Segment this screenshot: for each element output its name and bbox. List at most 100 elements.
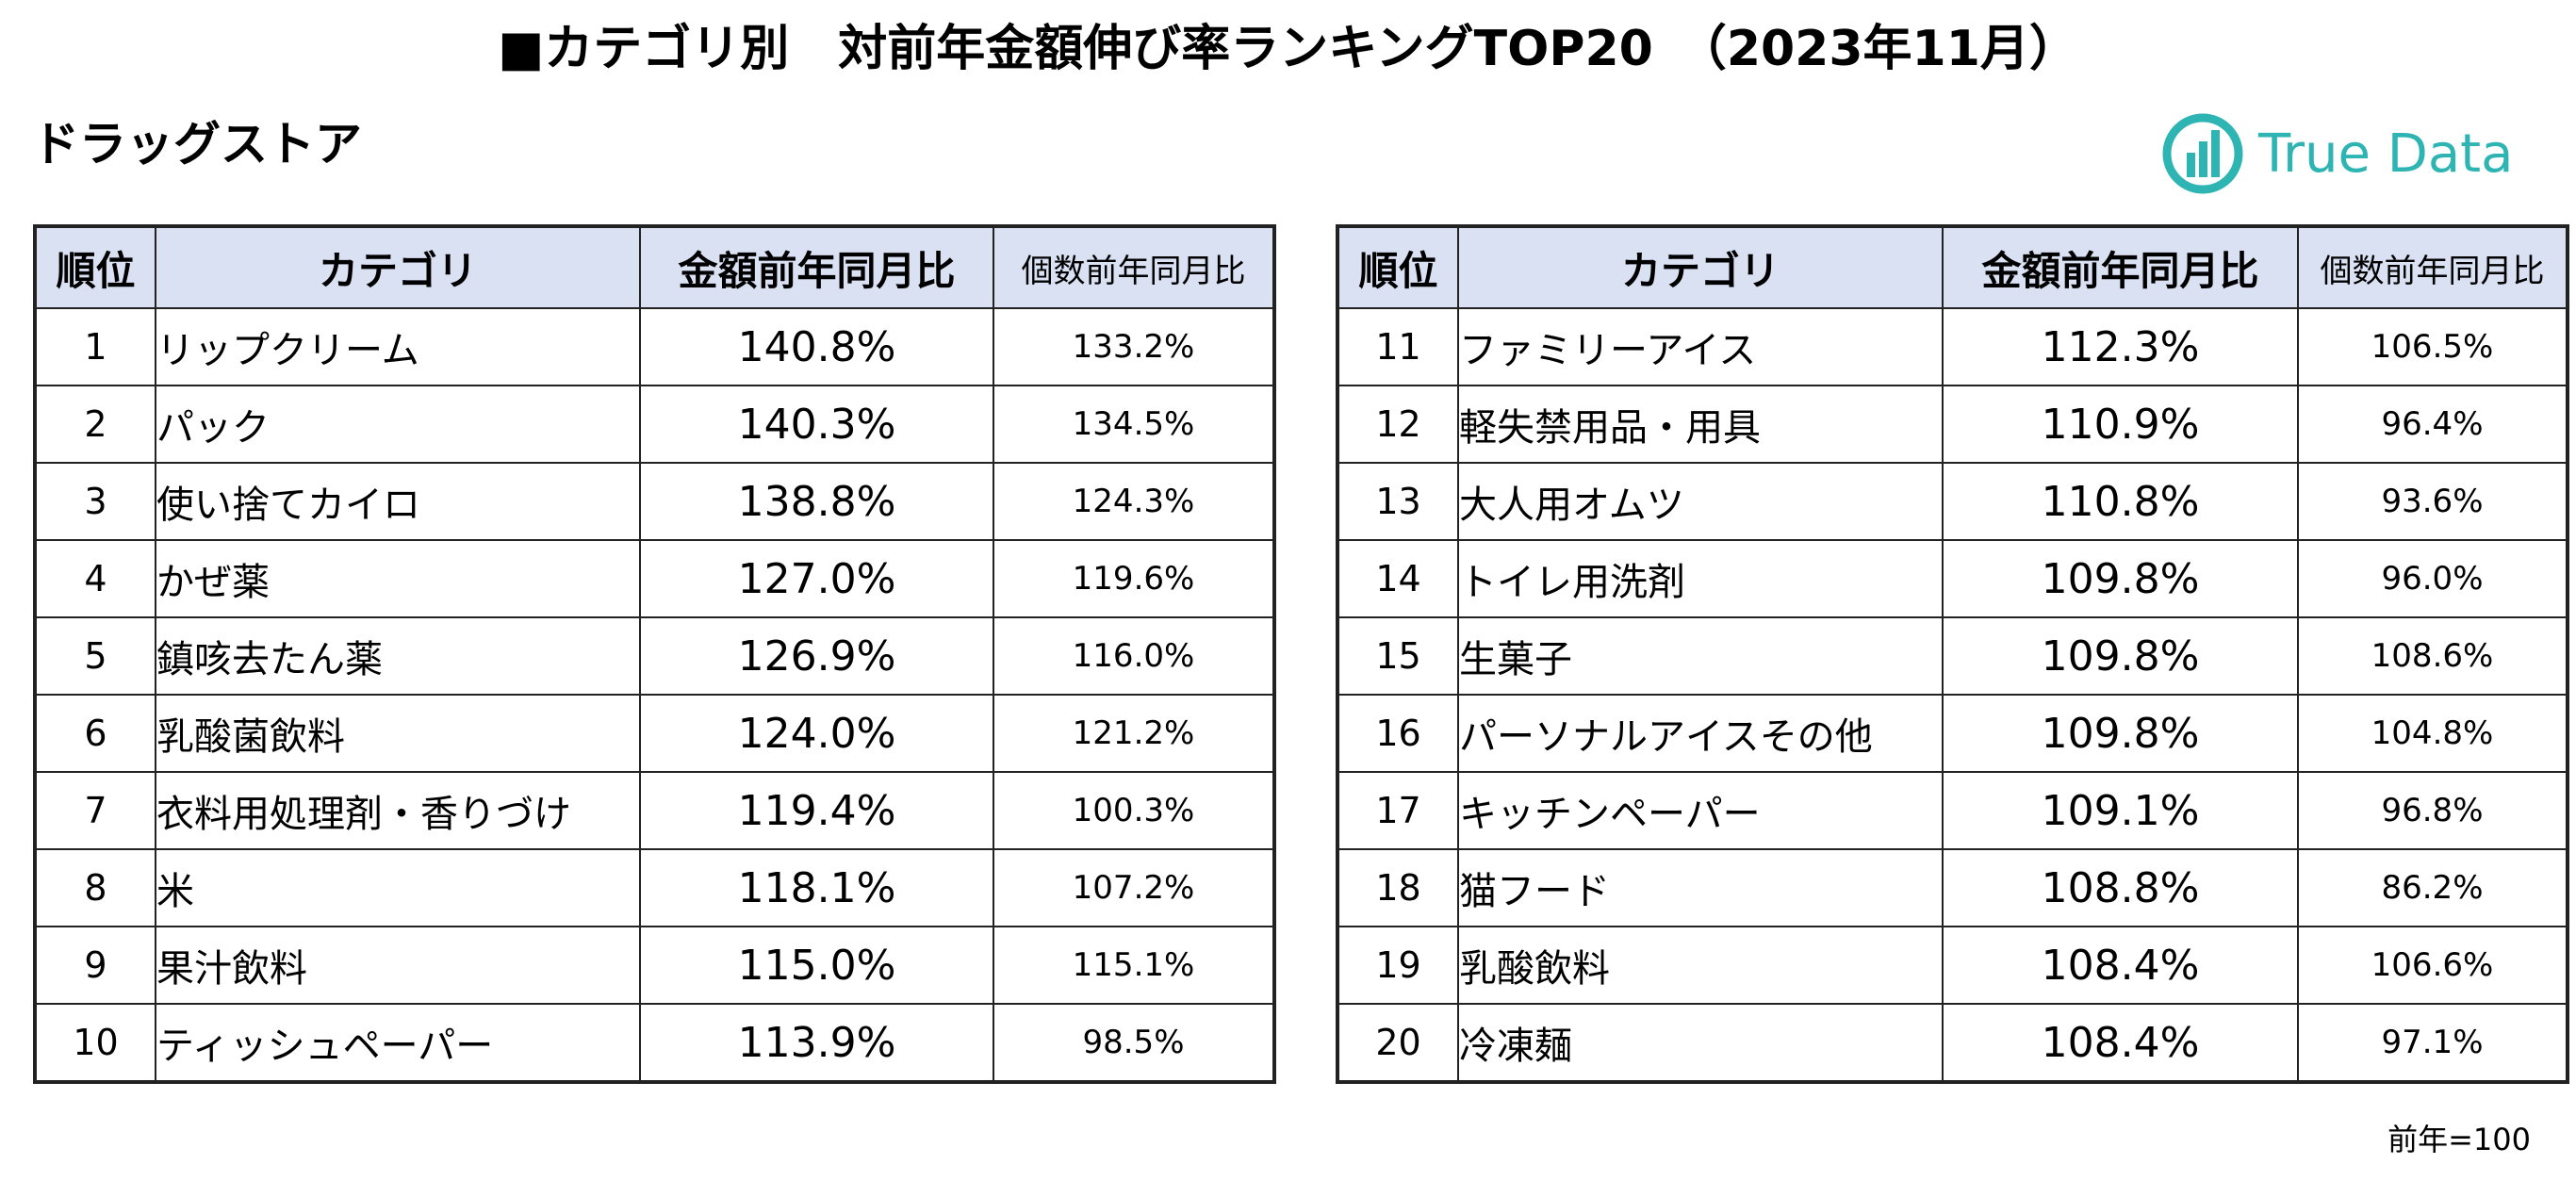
category-cell: トイレ用洗剤 [1457,539,1944,618]
rank-cell: 20 [1337,1003,1459,1083]
rank-cell: 13 [1337,462,1459,541]
category-cell: パーソナルアイスその他 [1457,694,1944,773]
count-yoy-cell: 97.1% [2297,1003,2568,1083]
column-header-count-yoy: 個数前年同月比 [993,225,1275,309]
category-cell: 猫フード [1457,848,1944,927]
column-header-rank: 順位 [34,225,156,309]
ranking-table-right: 順位 カテゴリ 金額前年同月比 個数前年同月比 11 ファミリーアイス 112.… [1336,224,2569,1084]
count-yoy-cell: 121.2% [993,694,1275,773]
column-header-amount-yoy: 金額前年同月比 [1942,225,2299,309]
category-cell: リップクリーム [155,307,641,386]
rank-cell: 16 [1337,694,1459,773]
amount-yoy-cell: 109.8% [1942,694,2299,773]
amount-yoy-cell: 124.0% [639,694,994,773]
count-yoy-cell: 115.1% [993,926,1275,1005]
table-row: 10 ティッシュペーパー 113.9% 98.5% [34,1003,1275,1083]
table-header-row: 順位 カテゴリ 金額前年同月比 個数前年同月比 [34,225,1275,309]
table-row: 8 米 118.1% 107.2% [34,848,1275,927]
page-title: ■カテゴリ別 対前年金額伸び率ランキングTOP20 （2023年11月） [498,21,2078,77]
table-row: 19 乳酸飲料 108.4% 106.6% [1337,926,2568,1005]
rank-cell: 11 [1337,307,1459,386]
count-yoy-cell: 96.0% [2297,539,2568,618]
table-row: 20 冷凍麺 108.4% 97.1% [1337,1003,2568,1083]
category-cell: 軽失禁用品・用具 [1457,385,1944,464]
category-cell: キッチンペーパー [1457,771,1944,850]
amount-yoy-cell: 127.0% [639,539,994,618]
amount-yoy-cell: 126.9% [639,616,994,696]
rank-cell: 14 [1337,539,1459,618]
category-cell: 生菓子 [1457,616,1944,696]
rank-cell: 8 [34,848,156,927]
table-row: 13 大人用オムツ 110.8% 93.6% [1337,462,2568,541]
rank-cell: 5 [34,616,156,696]
count-yoy-cell: 134.5% [993,385,1275,464]
column-header-category: カテゴリ [155,225,641,309]
category-cell: ファミリーアイス [1457,307,1944,386]
table-row: 7 衣料用処理剤・香りづけ 119.4% 100.3% [34,771,1275,850]
table-row: 12 軽失禁用品・用具 110.9% 96.4% [1337,385,2568,464]
amount-yoy-cell: 140.3% [639,385,994,464]
category-cell: かぜ薬 [155,539,641,618]
amount-yoy-cell: 118.1% [639,848,994,927]
column-header-count-yoy: 個数前年同月比 [2297,225,2568,309]
count-yoy-cell: 108.6% [2297,616,2568,696]
table-row: 18 猫フード 108.8% 86.2% [1337,848,2568,927]
count-yoy-cell: 119.6% [993,539,1275,618]
count-yoy-cell: 96.4% [2297,385,2568,464]
rank-cell: 17 [1337,771,1459,850]
channel-subtitle: ドラッグストア [32,117,362,172]
table-row: 9 果汁飲料 115.0% 115.1% [34,926,1275,1005]
count-yoy-cell: 96.8% [2297,771,2568,850]
table-row: 4 かぜ薬 127.0% 119.6% [34,539,1275,618]
rank-cell: 6 [34,694,156,773]
category-cell: 鎮咳去たん薬 [155,616,641,696]
table-row: 6 乳酸菌飲料 124.0% 121.2% [34,694,1275,773]
count-yoy-cell: 133.2% [993,307,1275,386]
amount-yoy-cell: 109.8% [1942,616,2299,696]
category-cell: 果汁飲料 [155,926,641,1005]
category-cell: 乳酸飲料 [1457,926,1944,1005]
amount-yoy-cell: 108.4% [1942,1003,2299,1083]
count-yoy-cell: 86.2% [2297,848,2568,927]
amount-yoy-cell: 115.0% [639,926,994,1005]
count-yoy-cell: 104.8% [2297,694,2568,773]
count-yoy-cell: 93.6% [2297,462,2568,541]
amount-yoy-cell: 109.1% [1942,771,2299,850]
amount-yoy-cell: 119.4% [639,771,994,850]
table-row: 2 パック 140.3% 134.5% [34,385,1275,464]
rank-cell: 9 [34,926,156,1005]
rank-cell: 7 [34,771,156,850]
table-header-row: 順位 カテゴリ 金額前年同月比 個数前年同月比 [1337,225,2568,309]
amount-yoy-cell: 140.8% [639,307,994,386]
count-yoy-cell: 98.5% [993,1003,1275,1083]
amount-yoy-cell: 109.8% [1942,539,2299,618]
logo: True Data [2160,107,2513,201]
ranking-table-left: 順位 カテゴリ 金額前年同月比 個数前年同月比 1 リップクリーム 140.8%… [33,224,1276,1084]
column-header-amount-yoy: 金額前年同月比 [639,225,994,309]
table-row: 1 リップクリーム 140.8% 133.2% [34,307,1275,386]
category-cell: 衣料用処理剤・香りづけ [155,771,641,850]
count-yoy-cell: 116.0% [993,616,1275,696]
rank-cell: 2 [34,385,156,464]
rank-cell: 3 [34,462,156,541]
rank-cell: 15 [1337,616,1459,696]
column-header-category: カテゴリ [1457,225,1944,309]
count-yoy-cell: 100.3% [993,771,1275,850]
table-row: 5 鎮咳去たん薬 126.9% 116.0% [34,616,1275,696]
count-yoy-cell: 107.2% [993,848,1275,927]
count-yoy-cell: 106.5% [2297,307,2568,386]
baseline-note: 前年=100 [2387,1122,2531,1157]
category-cell: 使い捨てカイロ [155,462,641,541]
amount-yoy-cell: 108.8% [1942,848,2299,927]
table-row: 16 パーソナルアイスその他 109.8% 104.8% [1337,694,2568,773]
column-header-rank: 順位 [1337,225,1459,309]
category-cell: 米 [155,848,641,927]
table-row: 15 生菓子 109.8% 108.6% [1337,616,2568,696]
category-cell: 乳酸菌飲料 [155,694,641,773]
count-yoy-cell: 106.6% [2297,926,2568,1005]
table-row: 14 トイレ用洗剤 109.8% 96.0% [1337,539,2568,618]
amount-yoy-cell: 110.8% [1942,462,2299,541]
table-row: 11 ファミリーアイス 112.3% 106.5% [1337,307,2568,386]
rank-cell: 19 [1337,926,1459,1005]
count-yoy-cell: 124.3% [993,462,1275,541]
